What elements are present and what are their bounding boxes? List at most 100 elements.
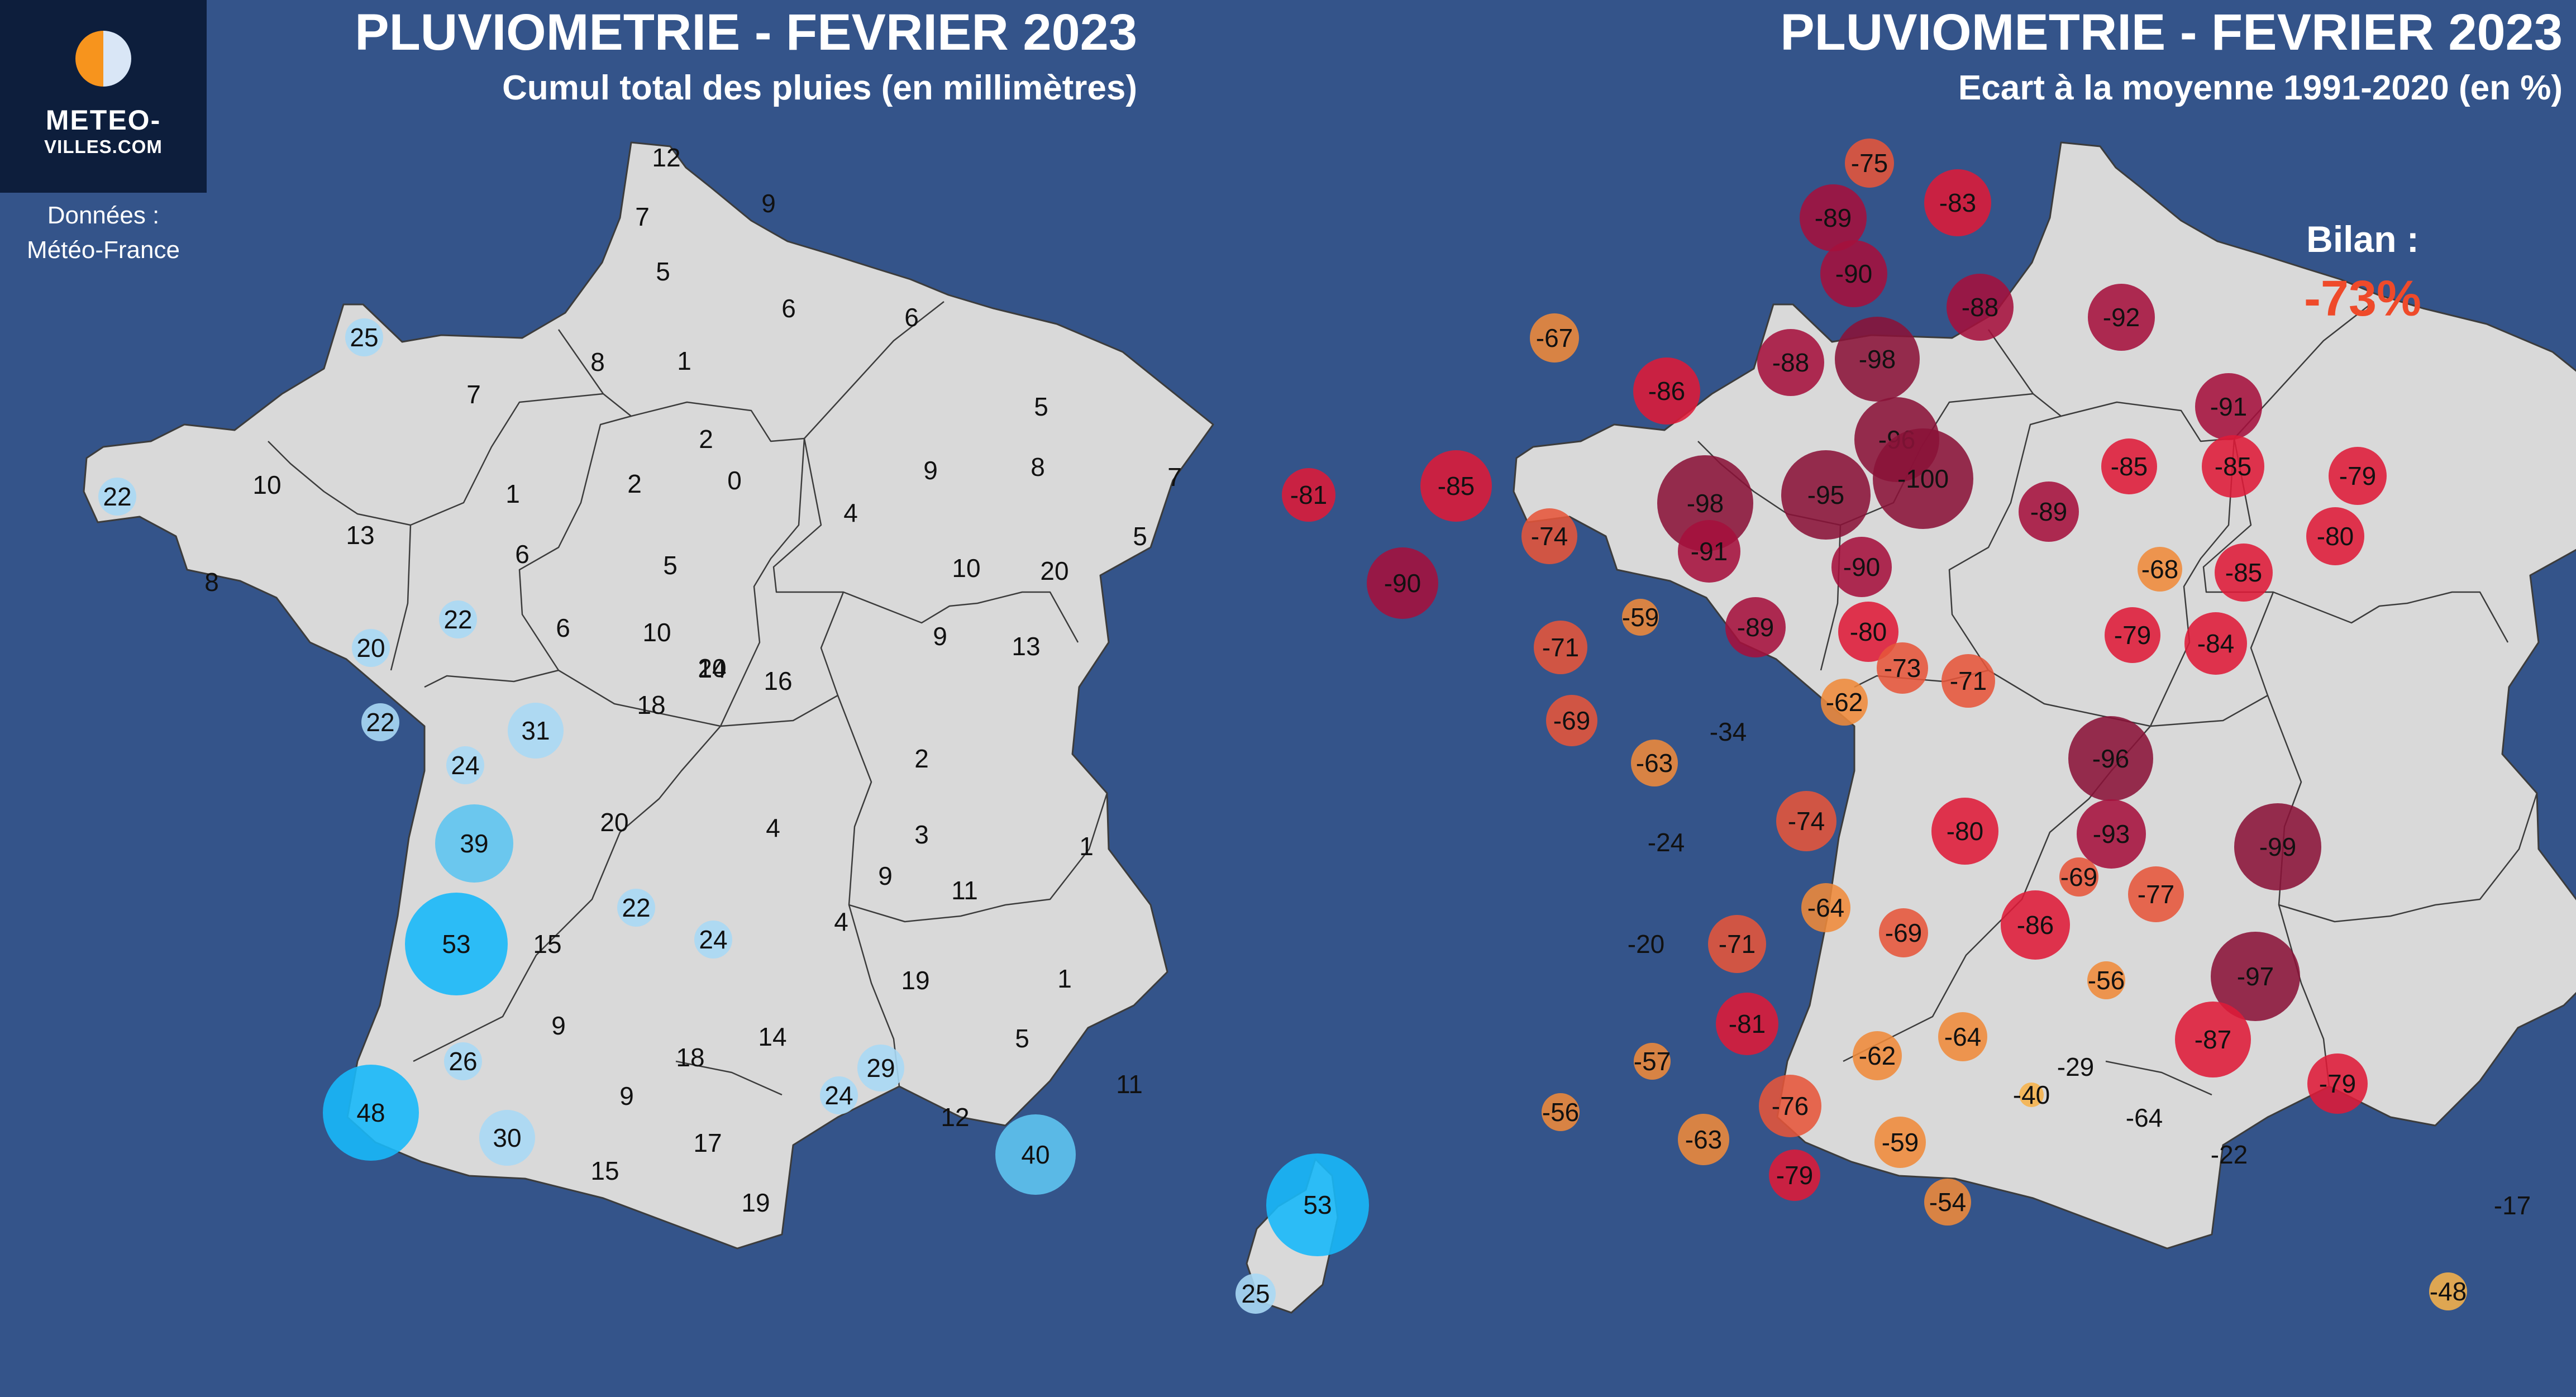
anomaly-station-label: -24	[1648, 828, 1685, 857]
anomaly-station-label: -80	[1947, 817, 1983, 846]
rain-station-label: 5	[1034, 392, 1048, 421]
rain-station-bubble	[345, 318, 383, 356]
anomaly-station-bubble	[2329, 447, 2387, 505]
data-source: Données : Météo-France	[0, 198, 207, 268]
rain-station-label: 20	[600, 808, 628, 837]
rain-station-bubble	[446, 746, 484, 784]
rain-station-label: 4	[766, 813, 780, 842]
rain-station-label: 13	[346, 521, 374, 550]
rain-station-bubble	[405, 893, 508, 995]
anomaly-station-label: -79	[2114, 621, 2151, 650]
rain-station-label: 17	[693, 1128, 722, 1157]
anomaly-station-label: -85	[2215, 452, 2251, 481]
anomaly-station-label: -97	[2237, 962, 2274, 991]
anomaly-station-label: -29	[2057, 1052, 2094, 1081]
brand-logo[interactable]: METEO- VILLES.COM	[0, 0, 207, 193]
rain-station-label: 39	[460, 829, 488, 858]
rain-station-label: 48	[356, 1098, 385, 1127]
rain-station-label: 7	[1167, 463, 1182, 492]
region-border	[424, 669, 559, 688]
anomaly-station-label: -80	[1850, 617, 1887, 646]
rain-station-label: 8	[1031, 452, 1045, 481]
rain-station-label: 26	[449, 1047, 477, 1076]
anomaly-station-bubble	[2019, 1083, 2044, 1107]
anomaly-station-label: -59	[1622, 603, 1659, 632]
anomaly-station-label: -22	[2211, 1140, 2248, 1169]
rain-station-bubble	[361, 703, 399, 741]
anomaly-station-label: -89	[2030, 497, 2067, 526]
anomaly-station-label: -85	[2111, 452, 2148, 481]
left-map-title: PLUVIOMETRIE - FEVRIER 2023	[355, 4, 1137, 61]
rain-station-label: 18	[676, 1043, 704, 1072]
rain-station-label: 9	[878, 861, 893, 890]
rain-station-label: 9	[761, 189, 776, 218]
anomaly-station-bubble	[2307, 1053, 2368, 1114]
anomaly-station-label: -87	[2195, 1025, 2231, 1054]
rain-station-bubble	[352, 629, 390, 667]
logo-domain: VILLES.COM	[44, 136, 163, 157]
anomaly-station-bubble	[1542, 1093, 1580, 1131]
rain-station-label: 15	[590, 1156, 619, 1185]
rain-station-label: 2	[914, 744, 929, 773]
anomaly-station-bubble	[1776, 791, 1836, 851]
anomaly-station-label: -88	[1962, 293, 1998, 322]
anomaly-station-label: -20	[1628, 929, 1664, 959]
anomaly-station-label: -56	[1542, 1098, 1579, 1127]
region-border	[804, 301, 944, 439]
anomaly-station-label: -79	[1776, 1161, 1813, 1190]
anomaly-station-bubble	[2077, 799, 2146, 869]
anomaly-station-bubble	[2059, 857, 2098, 897]
anomaly-station-label: -85	[2225, 558, 2262, 587]
rain-station-label: 30	[493, 1123, 521, 1152]
anomaly-station-bubble	[2101, 438, 2157, 494]
anomaly-station-label: -69	[1553, 706, 1590, 735]
anomaly-station-bubble	[2202, 435, 2264, 498]
rain-station-label: 20	[1040, 556, 1068, 585]
anomaly-station-label: -84	[2197, 629, 2234, 658]
anomaly-station-label: -74	[1788, 807, 1825, 836]
anomaly-station-label: -89	[1815, 203, 1852, 232]
anomaly-station-label: -98	[1859, 345, 1896, 374]
region-border	[719, 438, 805, 727]
anomaly-station-label: -62	[1859, 1041, 1896, 1070]
rain-station-label: 25	[350, 323, 378, 352]
rain-station-label: 53	[1303, 1190, 1332, 1219]
anomaly-station-label: -73	[1884, 654, 1921, 683]
anomaly-station-label: -98	[1687, 489, 1724, 518]
rain-station-bubble	[508, 703, 564, 759]
rain-station-label: 20	[356, 633, 385, 662]
rain-station-label: 9	[933, 622, 947, 651]
anomaly-station-bubble	[2087, 961, 2125, 999]
anomaly-station-bubble	[2429, 1272, 2467, 1310]
anomaly-station-bubble	[1821, 679, 1868, 726]
anomaly-station-label: -71	[1950, 666, 1987, 695]
rain-station-label: 5	[663, 551, 678, 580]
anomaly-station-bubble	[1845, 139, 1894, 188]
anomaly-station-label: -90	[1843, 552, 1880, 581]
region-border	[2278, 793, 2538, 923]
anomaly-station-bubble	[2234, 803, 2321, 890]
rain-station-label: 16	[764, 666, 792, 695]
anomaly-station-bubble	[1874, 1117, 1926, 1168]
anomaly-station-bubble	[1924, 169, 1991, 236]
rain-station-label: 12	[941, 1103, 969, 1132]
rain-station-label: 19	[901, 966, 929, 995]
right-map-title: PLUVIOMETRIE - FEVRIER 2023	[1780, 4, 2563, 61]
anomaly-station-bubble	[2138, 547, 2182, 592]
anomaly-station-bubble	[1631, 740, 1678, 786]
anomaly-station-bubble	[1678, 520, 1740, 583]
rain-station-label: 22	[622, 893, 650, 922]
anomaly-station-label: -100	[1897, 464, 1949, 493]
rainfall-anomaly-map: -75 -89 -83 -90 -88 -92 -67 -98 -88 -86 -96 -91 -81 -…	[1282, 139, 2576, 1310]
anomaly-station-bubble	[1367, 547, 1438, 619]
rain-station-label: 14	[698, 654, 726, 683]
anomaly-station-bubble	[1838, 602, 1898, 662]
anomaly-station-label: -99	[2259, 832, 2296, 861]
anomaly-station-bubble	[1831, 537, 1892, 597]
anomaly-station-label: -62	[1826, 688, 1863, 717]
anomaly-station-label: -79	[2339, 461, 2376, 490]
region-border	[2149, 438, 2235, 727]
anomaly-station-label: -83	[1939, 188, 1976, 217]
anomaly-station-bubble	[1530, 313, 1579, 363]
rain-station-label: 2	[627, 469, 642, 498]
